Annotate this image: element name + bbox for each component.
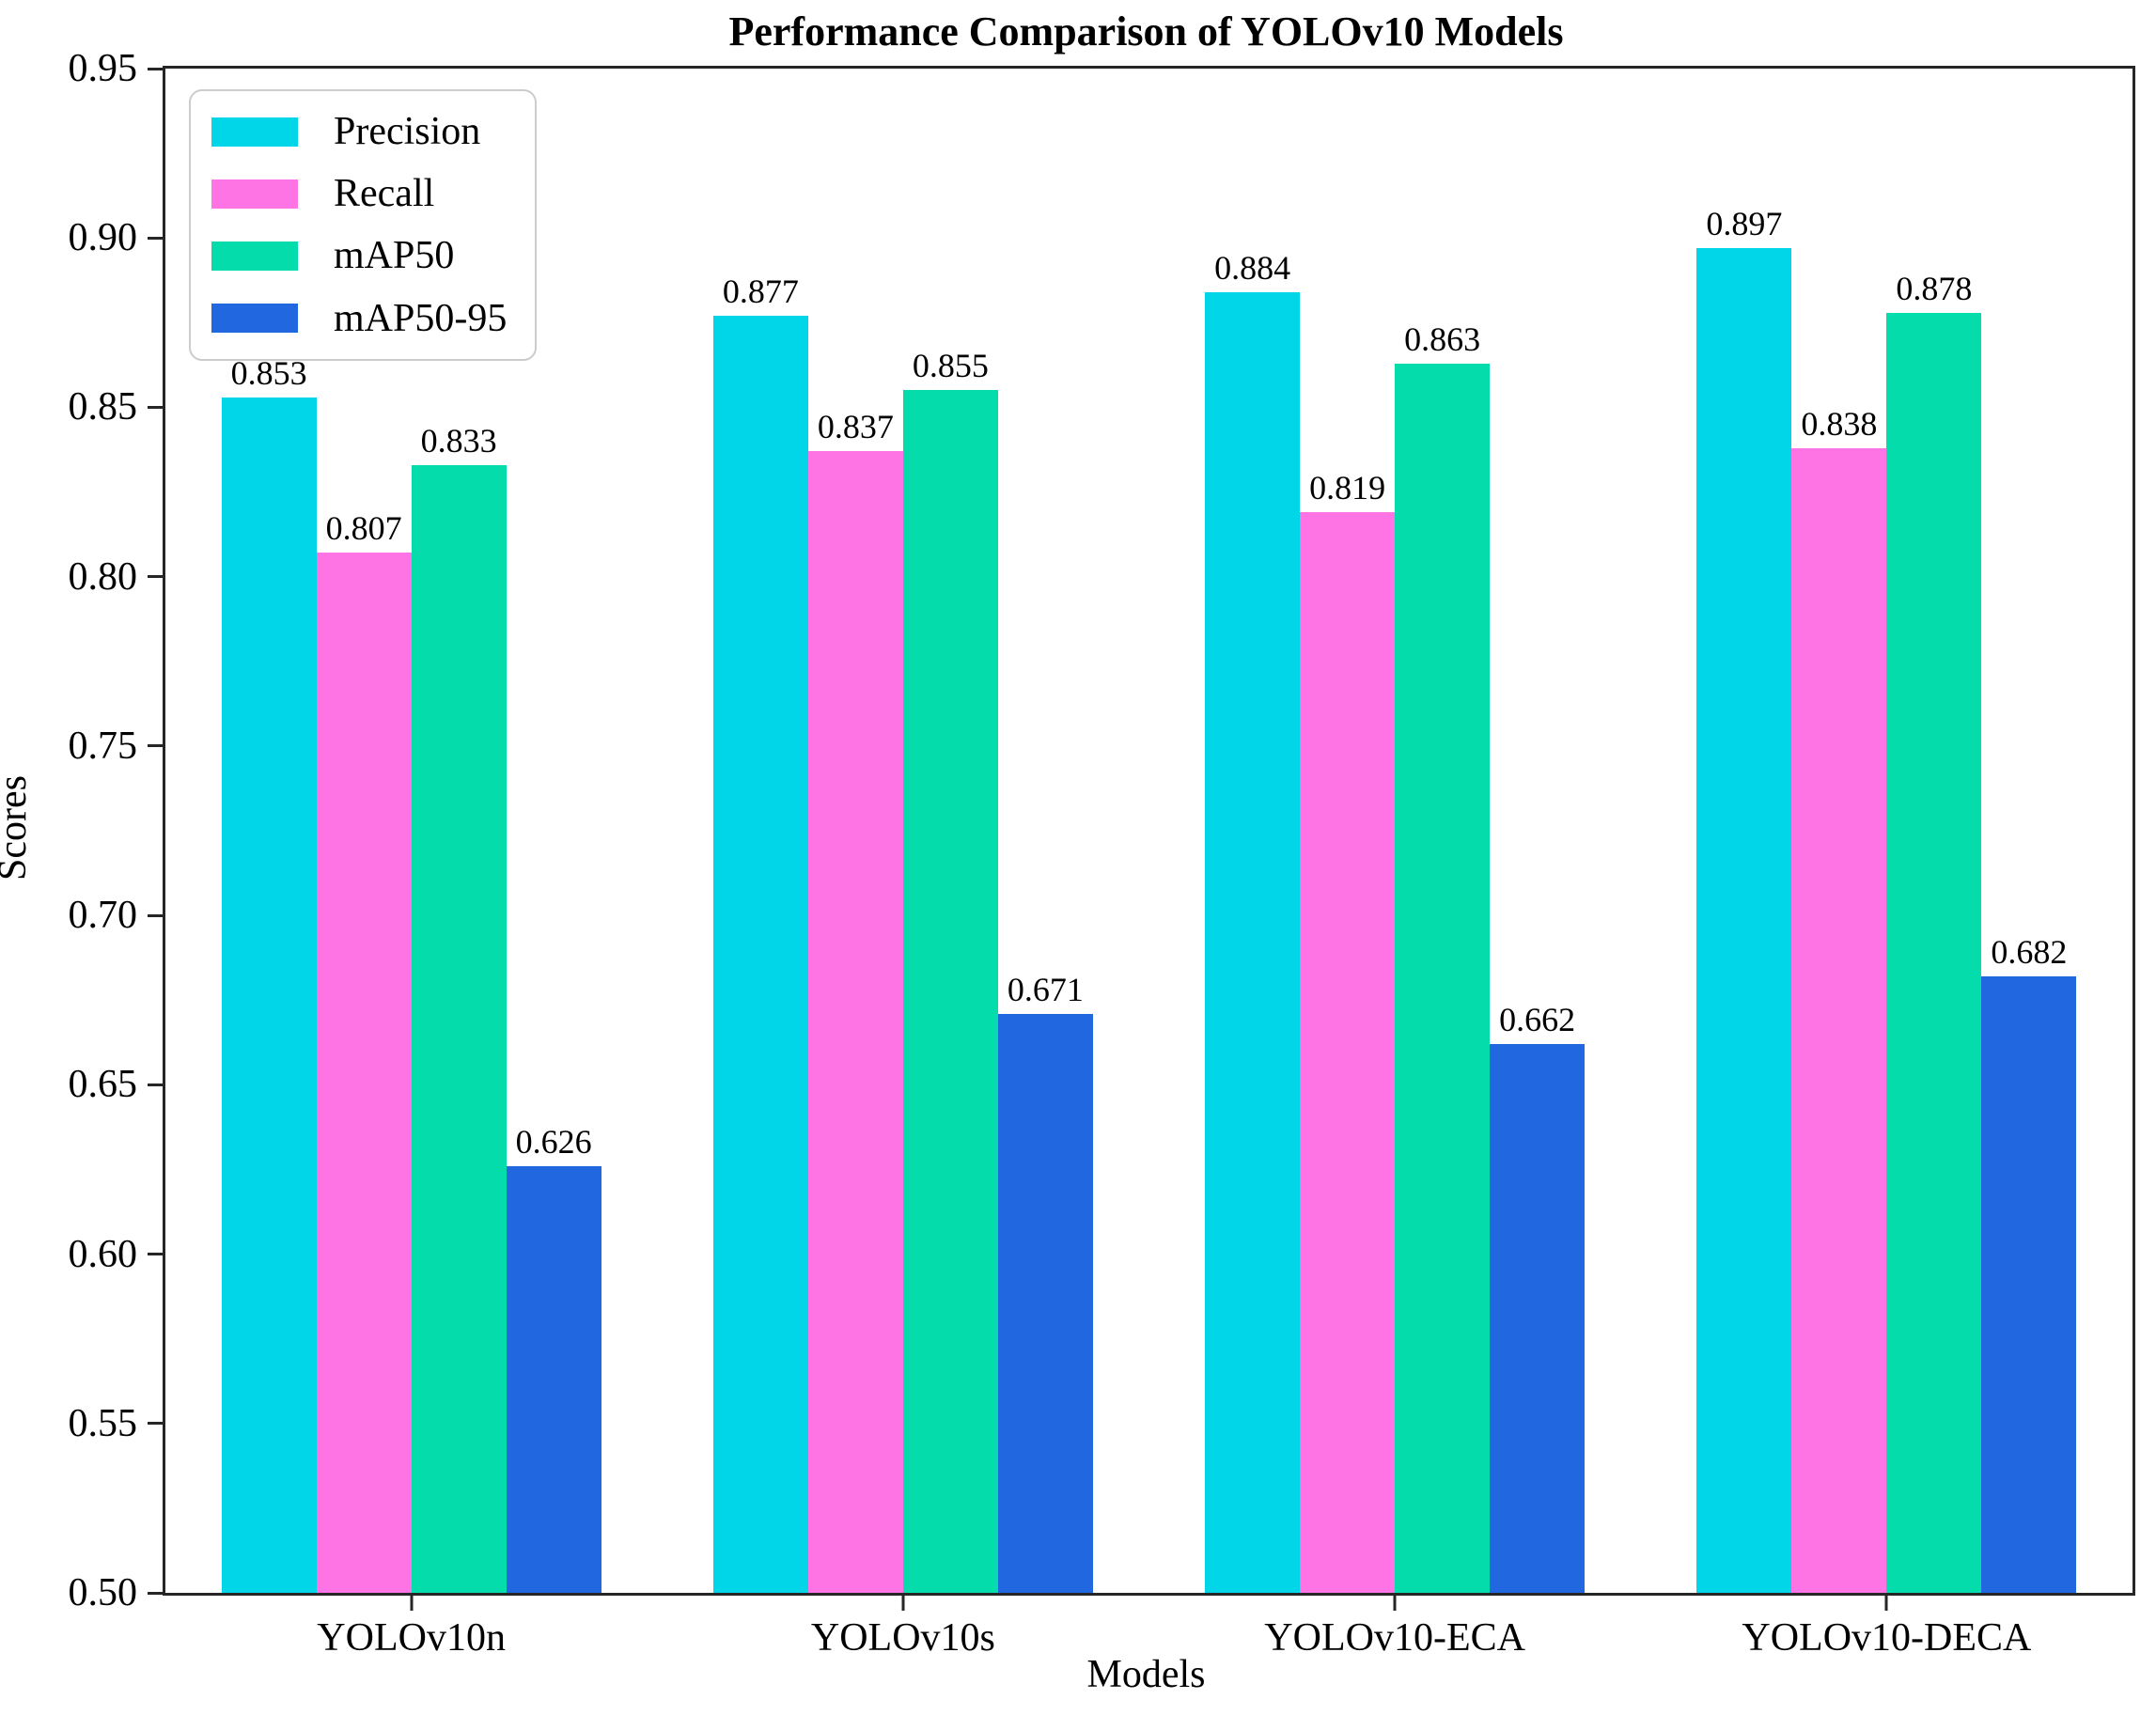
bar-value-label: 0.884 [1214,248,1291,287]
bar-value-label: 0.877 [722,273,799,311]
chart-title: Performance Comparison of YOLOv10 Models [728,8,1564,55]
legend-item-map50-95: mAP50-95 [211,297,507,340]
bar-value-label: 0.855 [912,347,989,385]
y-tick-label: 0.50 [68,1571,138,1614]
y-tick-mark [148,1422,163,1426]
y-tick-label: 0.70 [68,894,138,938]
y-tick-mark [148,67,163,70]
bar-value-label: 0.878 [1896,269,1973,307]
bar-map50-YOLOv10s: 0.855 [902,349,998,1593]
bar-precision-YOLOv10-DECA: 0.897 [1696,207,1792,1593]
bar-value-label: 0.897 [1706,205,1783,243]
legend-swatch [211,179,298,209]
bar-map50-YOLOv10-ECA: 0.863 [1395,322,1491,1593]
legend-swatch [211,304,298,334]
bar-value-label: 0.819 [1309,469,1386,507]
bar-precision-YOLOv10-ECA: 0.884 [1205,251,1301,1593]
bar-map50-95-YOLOv10s: 0.671 [997,973,1093,1593]
y-tick-label: 0.65 [68,1063,138,1107]
bar-group-YOLOv10s: 0.877 0.837 0.855 0.671 [657,69,1148,1593]
legend-item-recall: Recall [211,172,507,215]
plot-area: Precision Recall mAP50 mAP50-95 0.50 0.55 0.6… [69,47,2135,1660]
legend-item-map50: mAP50 [211,234,507,277]
bar-recall-YOLOv10s: 0.837 [807,410,903,1593]
bar-recall-YOLOv10n: 0.807 [316,511,412,1593]
bar-value-label: 0.863 [1404,320,1481,358]
legend-label: mAP50 [334,234,455,278]
y-tick-label: 0.95 [68,47,138,90]
legend-label: Recall [334,172,435,216]
bar-recall-YOLOv10-ECA: 0.819 [1300,471,1396,1593]
y-tick-label: 0.60 [68,1232,138,1276]
x-tick-mark [901,1596,905,1611]
y-tick-mark [148,405,163,409]
x-tick-label-YOLOv10n: YOLOv10n [317,1616,506,1660]
bar-value-label: 0.662 [1499,1001,1576,1039]
y-tick-mark [148,744,163,748]
y-axis-label: Scores [0,775,35,881]
legend-label: mAP50-95 [334,296,508,340]
bar-precision-YOLOv10n: 0.853 [221,356,317,1593]
legend-label: Precision [334,110,481,153]
bar-value-label: 0.626 [515,1122,592,1161]
bar-group-YOLOv10-ECA: 0.884 0.819 0.863 0.662 [1149,69,1641,1593]
y-tick-mark [148,575,163,579]
bar-recall-YOLOv10-DECA: 0.838 [1791,407,1887,1593]
y-tick-mark [148,1253,163,1256]
x-tick-mark [1884,1596,1888,1611]
bar-value-label: 0.838 [1801,404,1878,443]
bar-value-label: 0.671 [1007,970,1084,1008]
x-axis-label: Models [1086,1653,1206,1696]
y-tick-label: 0.80 [68,554,138,599]
y-tick-label: 0.85 [68,385,138,429]
bar-value-label: 0.682 [1991,933,2068,971]
y-tick-mark [148,1591,163,1595]
bar-value-label: 0.837 [817,408,894,446]
legend-swatch [211,241,298,271]
bar-group-YOLOv10n: 0.853 0.807 0.833 0.626 [165,69,657,1593]
bar-precision-YOLOv10s: 0.877 [712,274,808,1593]
y-tick-label: 0.90 [68,216,138,260]
bar-map50-YOLOv10n: 0.833 [411,424,507,1593]
y-tick-mark [148,1083,163,1086]
bar-value-label: 0.807 [325,509,402,548]
legend-item-precision: Precision [211,110,507,153]
x-tick-mark [1393,1596,1397,1611]
bar-map50-95-YOLOv10-ECA: 0.662 [1490,1003,1586,1593]
y-tick-mark [148,236,163,240]
bar-group-YOLOv10-DECA: 0.897 0.838 0.878 0.682 [1641,69,2133,1593]
x-tick-label-YOLOv10s: YOLOv10s [810,1616,995,1660]
bar-map50-95-YOLOv10n: 0.626 [506,1125,601,1593]
legend: Precision Recall mAP50 mAP50-95 [189,89,538,361]
bar-value-label: 0.853 [230,353,307,392]
x-tick-mark [410,1596,414,1611]
bar-map50-95-YOLOv10-DECA: 0.682 [1981,935,2077,1593]
y-tick-label: 0.75 [68,724,138,768]
bar-value-label: 0.833 [420,421,497,460]
legend-swatch [211,117,298,147]
x-tick-label-YOLOv10-ECA: YOLOv10-ECA [1264,1616,1525,1660]
y-tick-mark [148,913,163,917]
y-tick-label: 0.55 [68,1401,138,1445]
bar-map50-YOLOv10-DECA: 0.878 [1886,272,1982,1593]
x-tick-label-YOLOv10-DECA: YOLOv10-DECA [1742,1616,2032,1660]
